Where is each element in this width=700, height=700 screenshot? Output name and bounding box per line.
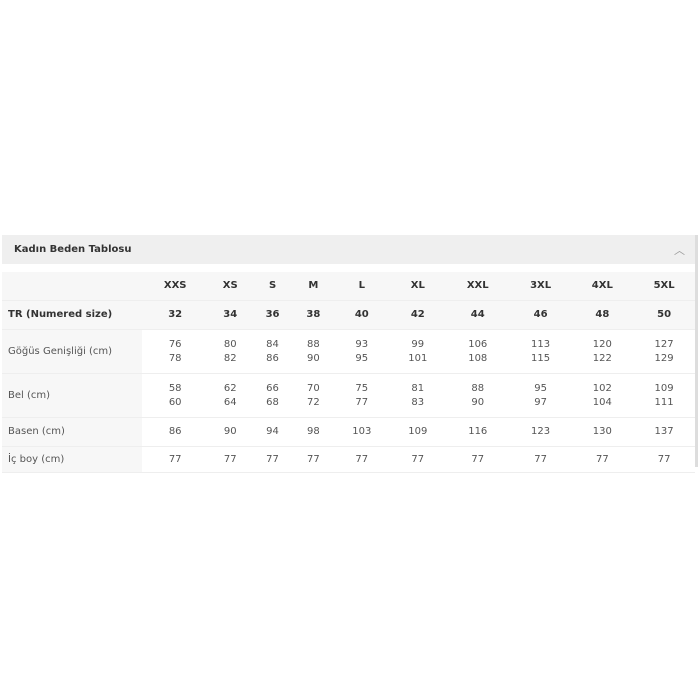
size-header-row: XXS XS S M L XL XXL 3XL 4XL 5XL — [2, 272, 695, 301]
size-header: 5XL — [633, 272, 695, 301]
table-cell: 76 78 — [142, 329, 209, 374]
table-cell: 90 — [208, 417, 253, 447]
table-cell: 120 122 — [571, 329, 634, 374]
table-cell: 130 — [571, 417, 634, 447]
table-row: TR (Numered size) 32 34 36 38 40 42 44 46 48 50 — [2, 300, 695, 330]
table-cell: 84 86 — [252, 329, 293, 374]
table-cell: 80 82 — [208, 329, 253, 374]
table-cell: 116 — [445, 417, 510, 447]
table-row: Göğüs Genişliği (cm) 76 78 80 82 84 86 88 90 93 95… — [2, 329, 695, 374]
table-cell: 109 — [389, 417, 446, 447]
row-label: TR (Numered size) — [2, 300, 142, 330]
table-cell: 94 — [252, 417, 293, 447]
table-cell: 70 72 — [292, 373, 334, 418]
size-header: XL — [389, 272, 446, 301]
table-cell: 81 83 — [389, 373, 446, 418]
corner-cell — [2, 272, 142, 301]
table-cell: 77 — [571, 446, 634, 473]
table-cell: 75 77 — [333, 373, 390, 418]
table-cell: 58 60 — [142, 373, 209, 418]
size-header: XXS — [142, 272, 209, 301]
size-header: XXL — [445, 272, 510, 301]
table-cell: 77 — [333, 446, 390, 473]
table-cell: 77 — [389, 446, 446, 473]
section-title: Kadın Beden Tablosu — [14, 244, 132, 255]
chevron-up-icon[interactable]: ︿ — [674, 243, 685, 257]
table-cell: 113 115 — [509, 329, 572, 374]
table-cell: 36 — [252, 300, 293, 330]
table-cell: 98 — [292, 417, 334, 447]
table-cell: 34 — [208, 300, 253, 330]
row-label: İç boy (cm) — [2, 446, 142, 473]
table-cell: 44 — [445, 300, 510, 330]
table-cell: 62 64 — [208, 373, 253, 418]
table-cell: 93 95 — [333, 329, 390, 374]
table-cell: 99 101 — [389, 329, 446, 374]
table-cell: 38 — [292, 300, 334, 330]
table-row: Bel (cm) 58 60 62 64 66 68 70 72 75 77 81 83 88 90 95 97… — [2, 373, 695, 418]
table-cell: 109 111 — [633, 373, 695, 418]
table-cell: 88 90 — [292, 329, 334, 374]
table-cell: 50 — [633, 300, 695, 330]
table-cell: 77 — [445, 446, 510, 473]
table-cell: 77 — [633, 446, 695, 473]
size-header: XS — [208, 272, 253, 301]
table-cell: 123 — [509, 417, 572, 447]
size-header: L — [333, 272, 390, 301]
table-cell: 77 — [252, 446, 293, 473]
table-cell: 77 — [292, 446, 334, 473]
size-header: 3XL — [509, 272, 572, 301]
table-cell: 103 — [333, 417, 390, 447]
table-cell: 106 108 — [445, 329, 510, 374]
row-label: Basen (cm) — [2, 417, 142, 447]
row-label: Bel (cm) — [2, 373, 142, 418]
size-table: XXS XS S M L XL XXL 3XL 4XL 5XL TR (Numered size) 3… — [2, 272, 695, 473]
table-cell: 102 104 — [571, 373, 634, 418]
table-cell: 66 68 — [252, 373, 293, 418]
table-row: Basen (cm) 86 90 94 98 103 109 116 123 130 137 — [2, 417, 695, 447]
size-header: 4XL — [571, 272, 634, 301]
size-header: S — [252, 272, 293, 301]
table-cell: 46 — [509, 300, 572, 330]
accordion-header[interactable]: Kadın Beden Tablosu ︿ — [2, 235, 695, 264]
table-row: İç boy (cm) 77 77 77 77 77 77 77 77 77 77 — [2, 446, 695, 473]
table-cell: 42 — [389, 300, 446, 330]
table-cell: 137 — [633, 417, 695, 447]
table-cell: 40 — [333, 300, 390, 330]
table-cell: 88 90 — [445, 373, 510, 418]
row-label: Göğüs Genişliği (cm) — [2, 329, 142, 374]
table-cell: 77 — [509, 446, 572, 473]
table-cell: 95 97 — [509, 373, 572, 418]
table-cell: 77 — [142, 446, 209, 473]
table-cell: 127 129 — [633, 329, 695, 374]
size-header: M — [292, 272, 334, 301]
scrollbar[interactable] — [695, 235, 698, 467]
table-cell: 86 — [142, 417, 209, 447]
table-cell: 32 — [142, 300, 209, 330]
table-cell: 48 — [571, 300, 634, 330]
table-cell: 77 — [208, 446, 253, 473]
